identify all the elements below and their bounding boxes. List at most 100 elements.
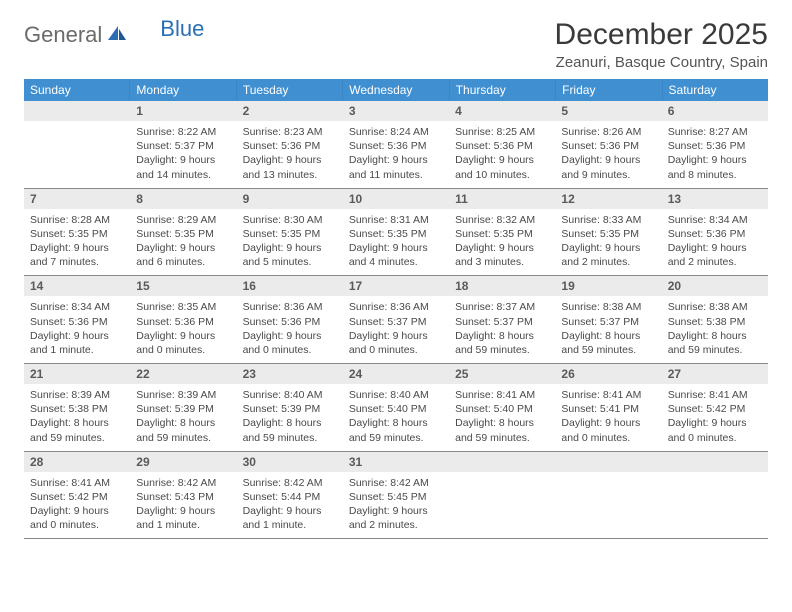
- day-number: [449, 452, 555, 472]
- dow-monday: Monday: [130, 79, 236, 101]
- daylight-text: Daylight: 9 hours and 1 minute.: [30, 329, 124, 357]
- logo-text-general: General: [24, 22, 102, 48]
- day-cell: 9Sunrise: 8:30 AMSunset: 5:35 PMDaylight…: [237, 189, 343, 276]
- day-cell: 31Sunrise: 8:42 AMSunset: 5:45 PMDayligh…: [343, 452, 449, 539]
- day-body: Sunrise: 8:33 AMSunset: 5:35 PMDaylight:…: [555, 209, 661, 276]
- sunset-text: Sunset: 5:42 PM: [30, 490, 124, 504]
- day-body: Sunrise: 8:35 AMSunset: 5:36 PMDaylight:…: [130, 296, 236, 363]
- sunset-text: Sunset: 5:37 PM: [136, 139, 230, 153]
- day-body: Sunrise: 8:34 AMSunset: 5:36 PMDaylight:…: [24, 296, 130, 363]
- sunrise-text: Sunrise: 8:35 AM: [136, 300, 230, 314]
- daylight-text: Daylight: 9 hours and 2 minutes.: [668, 241, 762, 269]
- day-number: 12: [555, 189, 661, 209]
- day-number: 20: [662, 276, 768, 296]
- day-number: 5: [555, 101, 661, 121]
- sunset-text: Sunset: 5:39 PM: [136, 402, 230, 416]
- sunrise-text: Sunrise: 8:41 AM: [455, 388, 549, 402]
- day-number: 31: [343, 452, 449, 472]
- day-body: Sunrise: 8:30 AMSunset: 5:35 PMDaylight:…: [237, 209, 343, 276]
- day-body: Sunrise: 8:23 AMSunset: 5:36 PMDaylight:…: [237, 121, 343, 188]
- day-body: Sunrise: 8:37 AMSunset: 5:37 PMDaylight:…: [449, 296, 555, 363]
- dow-saturday: Saturday: [663, 79, 768, 101]
- sunrise-text: Sunrise: 8:41 AM: [668, 388, 762, 402]
- calendar: Sunday Monday Tuesday Wednesday Thursday…: [24, 79, 768, 539]
- day-cell: 29Sunrise: 8:42 AMSunset: 5:43 PMDayligh…: [130, 452, 236, 539]
- day-cell: 27Sunrise: 8:41 AMSunset: 5:42 PMDayligh…: [662, 364, 768, 451]
- logo-text-blue: Blue: [160, 16, 204, 42]
- day-number: 22: [130, 364, 236, 384]
- day-body: Sunrise: 8:24 AMSunset: 5:36 PMDaylight:…: [343, 121, 449, 188]
- dow-friday: Friday: [556, 79, 662, 101]
- day-body: Sunrise: 8:41 AMSunset: 5:41 PMDaylight:…: [555, 384, 661, 451]
- day-cell: 7Sunrise: 8:28 AMSunset: 5:35 PMDaylight…: [24, 189, 130, 276]
- day-cell: 16Sunrise: 8:36 AMSunset: 5:36 PMDayligh…: [237, 276, 343, 363]
- day-body: Sunrise: 8:42 AMSunset: 5:44 PMDaylight:…: [237, 472, 343, 539]
- sunrise-text: Sunrise: 8:40 AM: [243, 388, 337, 402]
- daylight-text: Daylight: 9 hours and 0 minutes.: [668, 416, 762, 444]
- day-cell: 30Sunrise: 8:42 AMSunset: 5:44 PMDayligh…: [237, 452, 343, 539]
- sunset-text: Sunset: 5:35 PM: [455, 227, 549, 241]
- sunset-text: Sunset: 5:37 PM: [455, 315, 549, 329]
- sunset-text: Sunset: 5:36 PM: [668, 139, 762, 153]
- daylight-text: Daylight: 9 hours and 13 minutes.: [243, 153, 337, 181]
- day-cell: 14Sunrise: 8:34 AMSunset: 5:36 PMDayligh…: [24, 276, 130, 363]
- sunrise-text: Sunrise: 8:41 AM: [30, 476, 124, 490]
- day-cell: [449, 452, 555, 539]
- day-number: 27: [662, 364, 768, 384]
- dow-thursday: Thursday: [450, 79, 556, 101]
- daylight-text: Daylight: 8 hours and 59 minutes.: [455, 329, 549, 357]
- sunset-text: Sunset: 5:35 PM: [349, 227, 443, 241]
- day-number: 14: [24, 276, 130, 296]
- day-cell: 13Sunrise: 8:34 AMSunset: 5:36 PMDayligh…: [662, 189, 768, 276]
- day-number: 26: [555, 364, 661, 384]
- week-row: 21Sunrise: 8:39 AMSunset: 5:38 PMDayligh…: [24, 364, 768, 452]
- sunset-text: Sunset: 5:36 PM: [561, 139, 655, 153]
- sunrise-text: Sunrise: 8:36 AM: [349, 300, 443, 314]
- sunrise-text: Sunrise: 8:38 AM: [561, 300, 655, 314]
- day-body: Sunrise: 8:38 AMSunset: 5:38 PMDaylight:…: [662, 296, 768, 363]
- day-body: Sunrise: 8:42 AMSunset: 5:43 PMDaylight:…: [130, 472, 236, 539]
- day-number: 21: [24, 364, 130, 384]
- day-cell: 20Sunrise: 8:38 AMSunset: 5:38 PMDayligh…: [662, 276, 768, 363]
- day-cell: 6Sunrise: 8:27 AMSunset: 5:36 PMDaylight…: [662, 101, 768, 188]
- sunset-text: Sunset: 5:36 PM: [243, 139, 337, 153]
- daylight-text: Daylight: 9 hours and 2 minutes.: [561, 241, 655, 269]
- day-cell: 17Sunrise: 8:36 AMSunset: 5:37 PMDayligh…: [343, 276, 449, 363]
- sunrise-text: Sunrise: 8:27 AM: [668, 125, 762, 139]
- day-cell: 3Sunrise: 8:24 AMSunset: 5:36 PMDaylight…: [343, 101, 449, 188]
- daylight-text: Daylight: 9 hours and 1 minute.: [136, 504, 230, 532]
- sunrise-text: Sunrise: 8:33 AM: [561, 213, 655, 227]
- day-number: 6: [662, 101, 768, 121]
- sunrise-text: Sunrise: 8:23 AM: [243, 125, 337, 139]
- day-cell: 28Sunrise: 8:41 AMSunset: 5:42 PMDayligh…: [24, 452, 130, 539]
- daylight-text: Daylight: 9 hours and 10 minutes.: [455, 153, 549, 181]
- day-body: Sunrise: 8:40 AMSunset: 5:39 PMDaylight:…: [237, 384, 343, 451]
- day-cell: 5Sunrise: 8:26 AMSunset: 5:36 PMDaylight…: [555, 101, 661, 188]
- day-cell: 8Sunrise: 8:29 AMSunset: 5:35 PMDaylight…: [130, 189, 236, 276]
- day-cell: [24, 101, 130, 188]
- day-body: Sunrise: 8:36 AMSunset: 5:37 PMDaylight:…: [343, 296, 449, 363]
- day-number: 2: [237, 101, 343, 121]
- sunset-text: Sunset: 5:36 PM: [349, 139, 443, 153]
- day-body: Sunrise: 8:40 AMSunset: 5:40 PMDaylight:…: [343, 384, 449, 451]
- day-number: 29: [130, 452, 236, 472]
- sunrise-text: Sunrise: 8:37 AM: [455, 300, 549, 314]
- day-body: Sunrise: 8:42 AMSunset: 5:45 PMDaylight:…: [343, 472, 449, 539]
- day-body: Sunrise: 8:41 AMSunset: 5:40 PMDaylight:…: [449, 384, 555, 451]
- day-number: 18: [449, 276, 555, 296]
- daylight-text: Daylight: 9 hours and 7 minutes.: [30, 241, 124, 269]
- page-title: December 2025: [555, 18, 768, 52]
- day-body: Sunrise: 8:36 AMSunset: 5:36 PMDaylight:…: [237, 296, 343, 363]
- day-body: Sunrise: 8:31 AMSunset: 5:35 PMDaylight:…: [343, 209, 449, 276]
- day-body: Sunrise: 8:41 AMSunset: 5:42 PMDaylight:…: [662, 384, 768, 451]
- week-row: 7Sunrise: 8:28 AMSunset: 5:35 PMDaylight…: [24, 189, 768, 277]
- dow-row: Sunday Monday Tuesday Wednesday Thursday…: [24, 79, 768, 101]
- day-cell: 1Sunrise: 8:22 AMSunset: 5:37 PMDaylight…: [130, 101, 236, 188]
- day-number: 16: [237, 276, 343, 296]
- daylight-text: Daylight: 9 hours and 14 minutes.: [136, 153, 230, 181]
- dow-sunday: Sunday: [24, 79, 130, 101]
- daylight-text: Daylight: 8 hours and 59 minutes.: [30, 416, 124, 444]
- sunset-text: Sunset: 5:40 PM: [455, 402, 549, 416]
- daylight-text: Daylight: 9 hours and 1 minute.: [243, 504, 337, 532]
- sunset-text: Sunset: 5:35 PM: [136, 227, 230, 241]
